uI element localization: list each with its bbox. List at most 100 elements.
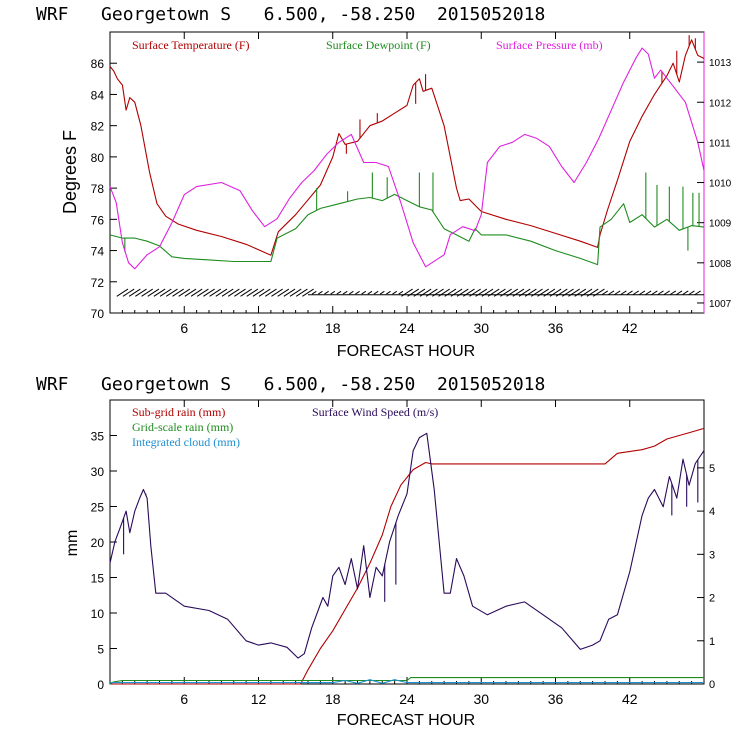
wind-barb: [586, 288, 599, 297]
legend-gridscale-rain: Grid-scale rain (mm): [132, 420, 233, 434]
wind-barb: [682, 290, 689, 295]
wind-barb: [493, 288, 506, 297]
y2-tick-label: 1009: [709, 219, 732, 230]
wind-barb: [506, 288, 519, 297]
y2-tick-label: 3: [709, 549, 715, 561]
wind-barb: [318, 290, 323, 295]
y2-tick-label: 5: [709, 463, 715, 475]
y2-tick-label: 1011: [709, 138, 731, 149]
y-tick-label: 20: [91, 536, 105, 550]
x-tick-label: 18: [325, 320, 341, 336]
wind-barb: [657, 290, 664, 295]
wind-barbs: [116, 288, 704, 297]
surface-temperature-line: [109, 39, 705, 256]
legend-dewpoint: Surface Dewpoint (F): [326, 38, 431, 52]
wind-barb: [524, 288, 537, 297]
wind-barb: [401, 288, 413, 297]
wind-barb: [209, 288, 222, 297]
wind-barb: [147, 288, 160, 297]
wind-barb: [289, 288, 302, 297]
y2-tick-label: 1007: [709, 299, 732, 310]
wind-barb: [614, 290, 621, 295]
wind-barb: [543, 288, 556, 297]
x-tick-label: 18: [325, 691, 341, 707]
wind-barb: [531, 288, 543, 297]
wind-barb: [342, 290, 348, 295]
wind-barb: [128, 288, 141, 297]
panel-title: WRF Georgetown S 6.500, -58.250 20150520…: [36, 4, 545, 25]
wind-barb: [330, 290, 336, 295]
series-group: [109, 427, 705, 685]
x-tick-label: 42: [622, 691, 638, 707]
wind-barb: [425, 288, 438, 297]
wind-barb: [688, 290, 695, 295]
y2-axis-ticks: 0 1 2 3 4 5: [697, 463, 715, 691]
x-tick-label: 6: [180, 691, 188, 707]
wind-barb: [283, 288, 296, 297]
wind-barb: [135, 288, 147, 297]
wind-barb: [172, 288, 184, 297]
wind-barb: [379, 290, 385, 295]
y2-tick-label: 4: [709, 506, 715, 518]
wind-barb: [444, 288, 457, 297]
temperature-panel: WRF Georgetown S 6.500, -58.250 20150520…: [36, 4, 732, 360]
wind-barb: [141, 288, 153, 297]
legend-pressure: Surface Pressure (mb): [496, 38, 603, 52]
y-tick-label: 78: [91, 182, 105, 196]
series-group: [109, 35, 705, 270]
wind-barb: [450, 288, 463, 297]
wind-barb: [592, 288, 605, 297]
wind-barb: [336, 290, 342, 295]
wind-barb: [632, 290, 640, 295]
y-axis-ticks: 0 5 10 15 20 25 30 35: [91, 430, 117, 692]
x-axis-label: FORECAST HOUR: [337, 712, 475, 729]
x-tick-label: 30: [473, 691, 489, 707]
wind-barb: [574, 288, 587, 297]
precipitation-panel: WRF Georgetown S 6.500, -58.250 20150520…: [36, 374, 715, 729]
y-axis-label: Degrees F: [60, 130, 80, 214]
x-tick-label: 24: [399, 691, 415, 707]
wind-barb: [432, 288, 444, 297]
wind-barb: [413, 288, 426, 297]
wind-barb: [122, 288, 135, 297]
wind-barb: [324, 290, 329, 295]
wind-barb: [178, 288, 191, 297]
wind-barb: [456, 288, 469, 297]
wind-barb: [159, 288, 172, 297]
y2-tick-label: 1012: [709, 98, 732, 109]
wind-barb: [367, 290, 373, 295]
wind-barb: [487, 288, 500, 297]
y-tick-label: 70: [91, 307, 105, 321]
wind-barb: [221, 288, 234, 297]
wind-barb: [373, 290, 379, 295]
legend-integrated-cloud: Integrated cloud (mm): [132, 435, 240, 449]
x-tick-label: 36: [548, 320, 564, 336]
wind-barb: [234, 288, 246, 297]
wind-barb: [438, 288, 450, 297]
x-tick-label: 36: [548, 691, 564, 707]
wind-barb: [549, 288, 562, 297]
panel-title: WRF Georgetown S 6.500, -58.250 20150520…: [36, 374, 545, 395]
wind-barb: [537, 288, 549, 297]
surface-pressure-line: [109, 47, 705, 270]
wind-barb: [562, 288, 574, 297]
wind-barb: [258, 288, 271, 297]
y-tick-label: 84: [91, 88, 105, 102]
wind-barb: [469, 288, 481, 297]
wind-barb: [227, 288, 240, 297]
wind-barb: [215, 288, 228, 297]
wind-barb: [639, 290, 646, 295]
y-tick-label: 35: [91, 430, 105, 444]
wind-barb: [252, 288, 265, 297]
x-axis-ticks: 6 12 18 24 30 36 42: [121, 32, 693, 336]
y2-tick-label: 1008: [709, 259, 732, 270]
wind-barb: [500, 288, 512, 297]
x-axis-label: FORECAST HOUR: [337, 343, 475, 360]
y-tick-label: 30: [91, 465, 105, 479]
wind-barb: [295, 288, 308, 297]
x-tick-label: 12: [251, 691, 267, 707]
wind-barb: [601, 290, 609, 295]
y-tick-label: 74: [91, 245, 105, 259]
x-tick-label: 30: [473, 320, 489, 336]
